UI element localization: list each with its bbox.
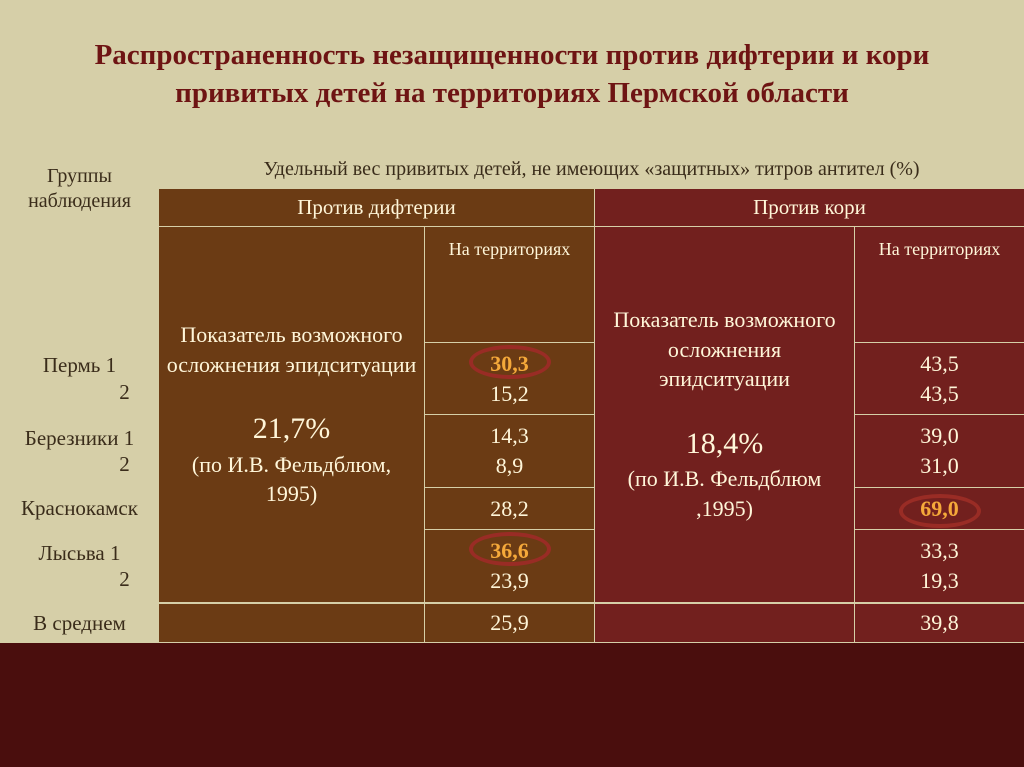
row-label: Пермь 1 2 (1, 343, 159, 415)
row-kori: 33,3 19,3 (855, 530, 1024, 603)
row-dift: 30,3 15,2 (425, 343, 595, 415)
row-label: Лысьва 1 2 (1, 530, 159, 603)
summary-dift: 25,9 (425, 603, 595, 643)
hdr-groups-blank (1, 227, 159, 343)
dift-territ-hdr: На территориях (425, 227, 595, 343)
row-label: Краснокамск (1, 487, 159, 530)
summary-kori: 39,8 (855, 603, 1024, 643)
kori-indicator-label: Показатель возможного осложнения эпидсит… (613, 307, 835, 391)
hdr-dift: Против дифтерии (159, 189, 595, 227)
dift-indicator-pct: 21,7% (253, 412, 331, 445)
kori-indicator-pct: 18,4% (686, 427, 764, 460)
summary-kori-blank (595, 603, 855, 643)
title-band: Распространенность незащищенности против… (0, 0, 1024, 150)
row-kori: 39,0 31,0 (855, 415, 1024, 487)
hdr-groups: Группы наблюдения (1, 151, 159, 227)
summary-row: В среднем 25,9 39,8 (1, 603, 1024, 643)
dift-indicator: Показатель возможного осложнения эпидсит… (159, 227, 425, 603)
row-kori: 43,5 43,5 (855, 343, 1024, 415)
dift-indicator-label: Показатель возможного осложнения эпидсит… (167, 322, 417, 377)
table-row: Пермь 1 2 30,3 15,2 43,5 43,5 (1, 343, 1024, 415)
row-label: Березники 1 2 (1, 415, 159, 487)
row-dift: 14,3 8,9 (425, 415, 595, 487)
kori-territ-hdr: На территориях (855, 227, 1024, 343)
dift-indicator-src: (по И.В. Фельдблюм, 1995) (192, 452, 391, 507)
table-row: Березники 1 2 14,3 8,9 39,0 31,0 (1, 415, 1024, 487)
table-row: Краснокамск 28,2 69,0 (1, 487, 1024, 530)
row-dift: 28,2 (425, 487, 595, 530)
summary-dift-blank (159, 603, 425, 643)
kori-indicator: Показатель возможного осложнения эпидсит… (595, 227, 855, 603)
row-kori: 69,0 (855, 487, 1024, 530)
hdr-weight: Удельный вес привитых детей, не имеющих … (159, 151, 1024, 189)
row-dift: 36,6 23,9 (425, 530, 595, 603)
data-table: Группы наблюдения Удельный вес привитых … (0, 150, 1024, 643)
summary-label: В среднем (1, 603, 159, 643)
hdr-kori: Против кори (595, 189, 1024, 227)
header-row-1: Группы наблюдения Удельный вес привитых … (1, 151, 1024, 189)
page-title: Распространенность незащищенности против… (40, 37, 984, 112)
table-row: Лысьва 1 2 36,6 23,9 33,3 19,3 (1, 530, 1024, 603)
kori-indicator-src: (по И.В. Фельдблюм ,1995) (628, 466, 822, 521)
header-row-3: Показатель возможного осложнения эпидсит… (1, 227, 1024, 343)
